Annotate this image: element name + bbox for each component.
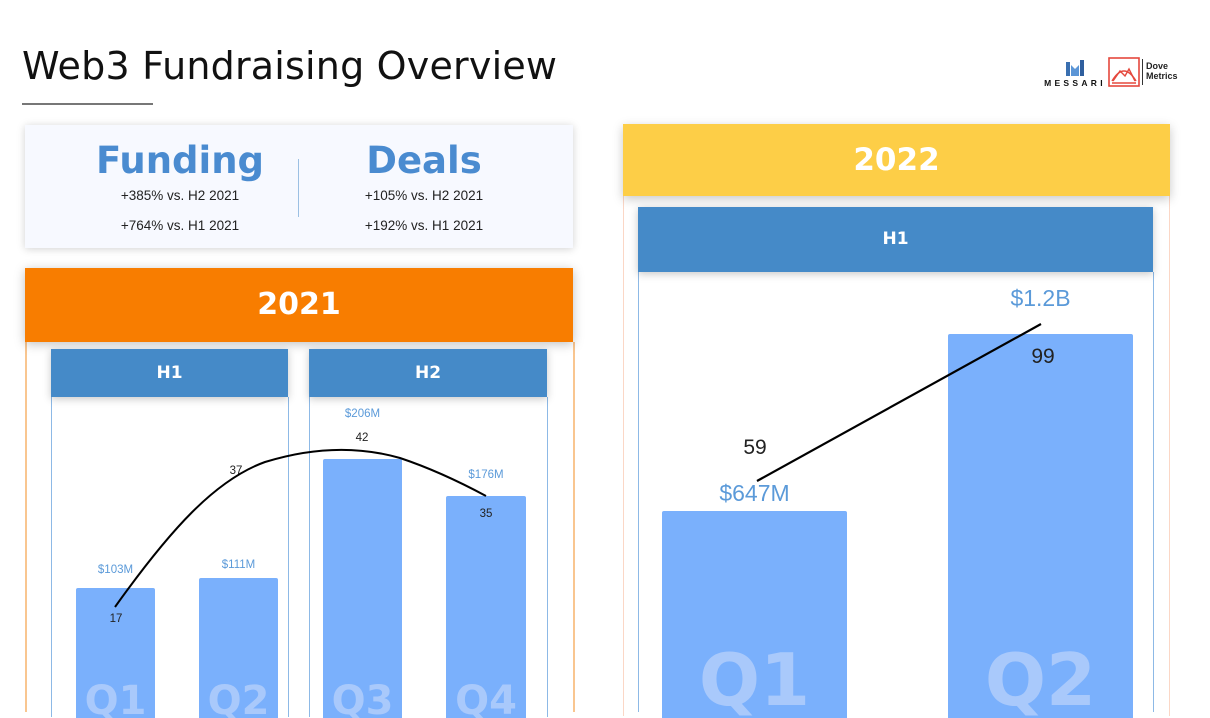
funding-summary: Funding +385% vs. H2 2021 +764% vs. H1 2…	[65, 139, 295, 235]
bar-2022-q2: Q2	[948, 334, 1133, 718]
deals-summary: Deals +105% vs. H2 2021 +192% vs. H1 202…	[309, 139, 539, 235]
panel-2021-frame	[25, 342, 575, 712]
deals-label-2021-q3: 42	[355, 432, 369, 444]
funding-vs-h2: +385% vs. H2 2021	[120, 188, 240, 203]
bar-label-2021-q1: Q1	[84, 678, 147, 718]
deals-label-2021-q1: 17	[109, 613, 123, 625]
funding-label-2021-q2: $111M	[221, 559, 256, 571]
bar-label-2022-q1: Q1	[698, 638, 811, 718]
funding-label-2021-q1: $103M	[97, 564, 134, 576]
dove-wordmark: Dove Metrics	[1146, 61, 1178, 81]
bar-label-2022-q2: Q2	[984, 638, 1097, 718]
bar-2021-q4: Q4	[446, 496, 526, 718]
bar-label-2021-q4: Q4	[455, 678, 517, 718]
bar-label-2021-q3: Q3	[331, 678, 394, 718]
dove-line-1: Dove	[1146, 61, 1169, 71]
funding-vs-h1: +764% vs. H1 2021	[120, 218, 240, 233]
page-title: Web3 Fundraising Overview	[22, 44, 558, 88]
messari-mark-icon	[1066, 60, 1084, 76]
deals-label-2021-q4: 35	[479, 508, 493, 520]
panel-2022-frame	[623, 196, 1170, 716]
summary-card: Funding +385% vs. H2 2021 +764% vs. H1 2…	[25, 125, 573, 248]
dove-line-2: Metrics	[1146, 71, 1178, 81]
funding-heading: Funding	[95, 139, 265, 182]
funding-label-2022-q1: $647M	[719, 480, 790, 506]
funding-label-2022-q2: $1.2B	[1010, 285, 1071, 311]
messari-logo: MESSARI	[1040, 60, 1110, 88]
deals-label-2022-q2: 99	[1031, 345, 1055, 368]
bar-label-2021-q2: Q2	[207, 678, 270, 718]
half-header-2021-h2: H2	[309, 349, 547, 397]
deals-vs-h2: +105% vs. H2 2021	[364, 188, 484, 203]
bar-2021-q3: Q3	[323, 459, 402, 718]
messari-wordmark: MESSARI	[1044, 78, 1106, 88]
dove-metrics-mountain-icon	[1108, 57, 1140, 87]
deals-label-2022-q1: 59	[743, 436, 767, 459]
deals-heading: Deals	[366, 139, 482, 182]
year-header-2021: 2021	[25, 268, 573, 342]
bar-2022-q1: Q1	[662, 511, 847, 718]
summary-divider	[298, 159, 299, 217]
dove-separator	[1142, 59, 1143, 85]
dove-metrics-logo: Dove Metrics	[1108, 55, 1200, 91]
year-header-2022: 2022	[623, 124, 1170, 196]
funding-label-2021-q3: $206M	[344, 408, 381, 420]
half-header-2022-h1: H1	[638, 207, 1153, 272]
half-header-2021-h1: H1	[51, 349, 288, 397]
title-underline	[22, 103, 153, 105]
deals-vs-h1: +192% vs. H1 2021	[364, 218, 484, 233]
logos: MESSARI Dove Metrics	[1040, 57, 1200, 100]
bar-2021-q1: Q1	[76, 588, 155, 718]
bar-2021-q2: Q2	[199, 578, 278, 718]
half-frame-2022-h1	[638, 272, 1154, 712]
deals-label-2021-q2: 37	[229, 465, 243, 477]
funding-label-2021-q4: $176M	[468, 469, 504, 481]
